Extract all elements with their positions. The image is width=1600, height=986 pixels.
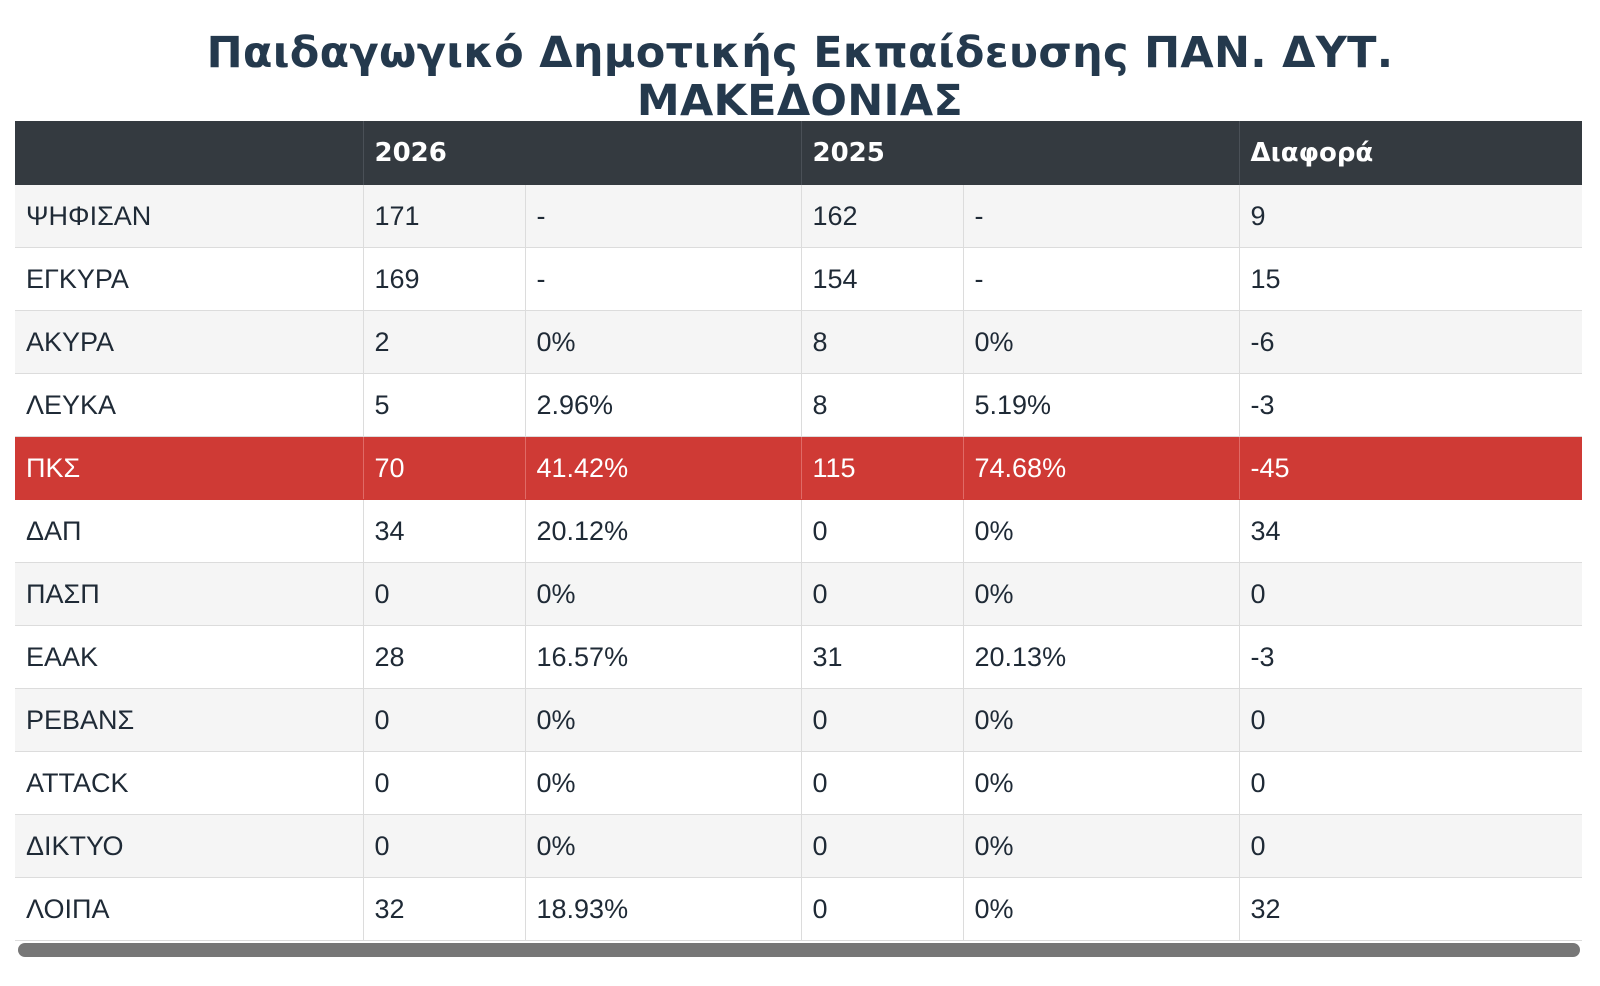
difference-cell: 34 [1239,499,1582,563]
row-label-cell: ΠΚΣ [15,436,364,500]
percent-2026-cell: 0% [525,751,802,815]
header-row: 2026 2025 Διαφορά [15,121,1582,185]
votes-2025-cell: 8 [801,310,964,374]
row-label-cell: ΔΑΠ [15,499,364,563]
row-label-cell: ΔΙΚΤΥΟ [15,814,364,878]
difference-cell: -3 [1239,373,1582,437]
table-body: ΨΗΦΙΣΑΝ 171-162-9 ΕΓΚΥΡΑ 169-154-15 ΑΚΥΡΑ 2 0%… [15,185,1582,941]
row-label-cell: ΑΤΤΑCK [15,751,364,815]
votes-2025-cell: 0 [801,751,964,815]
percent-2026-cell: 20.12% [525,499,802,563]
table-row: ΔΑΠ 34 20.12% 0 0% 34 [15,499,1582,563]
page-title-line-2: ΜΑΚΕΔΟΝΙΑΣ [636,75,964,126]
votes-2025-cell: 8 [801,373,964,437]
percent-2025-cell: 0% [963,751,1240,815]
table-row: ΑΤΤΑCK 0 0% 0 0% 0 [15,751,1582,815]
percent-2025-cell: - [963,185,1240,248]
header-diff: Διαφορά [1239,121,1582,185]
percent-2026-cell: - [525,185,802,248]
header-2025: 2025 [801,121,1240,185]
table-row: ΛΟΙΠΑ 32 18.93% 0 0% 32 [15,877,1582,941]
difference-cell: 32 [1239,877,1582,941]
votes-2025-cell: 115 [801,436,964,500]
percent-2025-cell: 0% [963,499,1240,563]
votes-2026-cell: 70 [363,436,526,500]
percent-2025-cell: 0% [963,310,1240,374]
percent-2026-cell: 41.42% [525,436,802,500]
percent-2026-cell: - [525,247,802,311]
votes-2026-cell: 28 [363,625,526,689]
votes-2026-cell: 0 [363,688,526,752]
difference-cell: 0 [1239,562,1582,626]
table-row: ΕΑΑΚ 28 16.57% 31 20.13% -3 [15,625,1582,689]
votes-2026-cell: 169 [363,247,526,311]
difference-cell: 15 [1239,247,1582,311]
percent-2025-cell: 0% [963,877,1240,941]
results-table: 2026 2025 Διαφορά ΨΗΦΙΣΑΝ 171-162-9 ΕΓΚΥΡΑ… [15,121,1582,941]
votes-2025-cell: 162 [801,185,964,248]
difference-cell: 0 [1239,688,1582,752]
votes-2025-cell: 0 [801,814,964,878]
header-name [15,121,364,185]
percent-2026-cell: 16.57% [525,625,802,689]
table-row: ΔΙΚΤΥΟ 0 0% 0 0% 0 [15,814,1582,878]
results-table-container: 2026 2025 Διαφορά ΨΗΦΙΣΑΝ 171-162-9 ΕΓΚΥΡΑ… [15,121,1582,941]
row-label-cell: ΛΟΙΠΑ [15,877,364,941]
table-row: ΠΑΣΠ 0 0% 0 0% 0 [15,562,1582,626]
difference-cell: -3 [1239,625,1582,689]
votes-2026-cell: 0 [363,814,526,878]
votes-2025-cell: 0 [801,688,964,752]
percent-2025-cell: 20.13% [963,625,1240,689]
difference-cell: 9 [1239,185,1582,248]
horizontal-scrollbar[interactable] [18,943,1580,957]
percent-2025-cell: 0% [963,814,1240,878]
row-label-cell: ΛΕΥΚΑ [15,373,364,437]
percent-2025-cell: 0% [963,562,1240,626]
votes-2026-cell: 0 [363,751,526,815]
percent-2026-cell: 18.93% [525,877,802,941]
percent-2026-cell: 0% [525,310,802,374]
table-row: ΛΕΥΚΑ 5 2.96% 8 5.19% -3 [15,373,1582,437]
page-title-line-1: Παιδαγωγικό Δημοτικής Εκπαίδευσης ΠΑΝ. Δ… [206,27,1394,78]
page-title: Παιδαγωγικό Δημοτικής Εκπαίδευσης ΠΑΝ. Δ… [0,29,1600,125]
table-row: ΨΗΦΙΣΑΝ 171-162-9 [15,185,1582,248]
row-label-cell: ΡΕΒΑΝΣ [15,688,364,752]
percent-2026-cell: 0% [525,688,802,752]
percent-2026-cell: 2.96% [525,373,802,437]
row-label-cell: ΑΚΥΡΑ [15,310,364,374]
votes-2026-cell: 171 [363,185,526,248]
table-row: ΑΚΥΡΑ 2 0% 8 0% -6 [15,310,1582,374]
table-row: ΠΚΣ 70 41.42% 115 74.68% -45 [15,436,1582,500]
votes-2026-cell: 34 [363,499,526,563]
difference-cell: 0 [1239,814,1582,878]
percent-2025-cell: - [963,247,1240,311]
difference-cell: 0 [1239,751,1582,815]
header-2026: 2026 [363,121,802,185]
table-row: ΡΕΒΑΝΣ 0 0% 0 0% 0 [15,688,1582,752]
votes-2025-cell: 0 [801,877,964,941]
percent-2025-cell: 74.68% [963,436,1240,500]
row-label-cell: ΨΗΦΙΣΑΝ [15,185,364,248]
votes-2025-cell: 154 [801,247,964,311]
row-label-cell: ΕΑΑΚ [15,625,364,689]
row-label-cell: ΕΓΚΥΡΑ [15,247,364,311]
votes-2025-cell: 0 [801,562,964,626]
table-header: 2026 2025 Διαφορά [15,121,1582,185]
votes-2026-cell: 32 [363,877,526,941]
votes-2026-cell: 5 [363,373,526,437]
percent-2026-cell: 0% [525,814,802,878]
votes-2026-cell: 0 [363,562,526,626]
percent-2025-cell: 5.19% [963,373,1240,437]
row-label-cell: ΠΑΣΠ [15,562,364,626]
percent-2026-cell: 0% [525,562,802,626]
table-row: ΕΓΚΥΡΑ 169-154-15 [15,247,1582,311]
difference-cell: -45 [1239,436,1582,500]
percent-2025-cell: 0% [963,688,1240,752]
votes-2025-cell: 31 [801,625,964,689]
votes-2026-cell: 2 [363,310,526,374]
difference-cell: -6 [1239,310,1582,374]
votes-2025-cell: 0 [801,499,964,563]
